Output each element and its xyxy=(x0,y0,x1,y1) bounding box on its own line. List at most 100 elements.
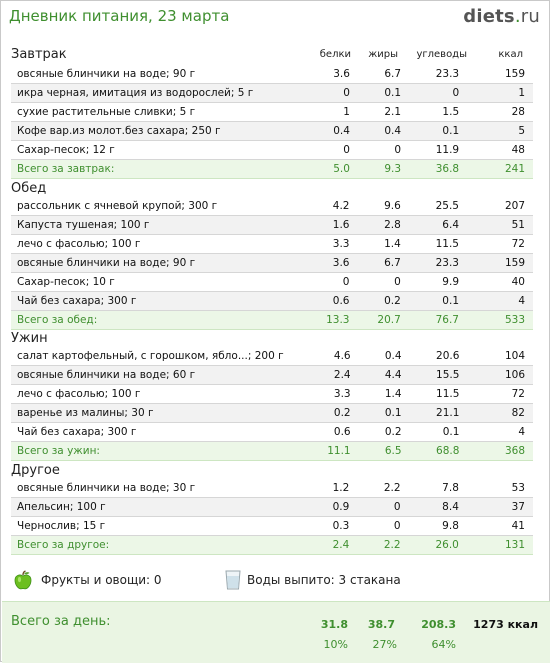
food-row[interactable]: сухие растительные сливки; 5 г 1 2.1 1.5 28 xyxy=(11,102,533,122)
food-carbs: 21.1 xyxy=(401,403,460,423)
column-headers: белки жиры углеводы ккал xyxy=(1,49,549,63)
food-fats: 6.7 xyxy=(349,65,402,84)
food-carbs: 8.4 xyxy=(400,497,459,517)
food-row[interactable]: икра черная, имитация из водорослей; 5 г… xyxy=(11,83,533,103)
total-fats: 20.7 xyxy=(349,310,401,330)
food-proteins: 0.4 xyxy=(305,121,350,141)
food-fats: 0.1 xyxy=(350,403,402,423)
food-row[interactable]: Сахар-песок; 10 г 0 0 9.9 40 xyxy=(11,272,533,292)
food-name: Сахар-песок; 12 г xyxy=(11,140,306,160)
day-total-fats-pct: 27% xyxy=(372,638,397,651)
food-proteins: 0.9 xyxy=(304,497,350,517)
food-fats: 0 xyxy=(349,516,401,536)
total-proteins: 11.1 xyxy=(306,441,351,461)
food-row[interactable]: овсяные блинчики на воде; 90 г 3.6 6.7 23.3… xyxy=(11,253,533,273)
total-carbs: 68.8 xyxy=(401,441,460,461)
total-kcal: 533 xyxy=(459,310,533,330)
food-fats: 0 xyxy=(349,140,402,160)
site-logo[interactable]: diets.ru xyxy=(463,6,540,27)
food-fats: 1.4 xyxy=(349,234,401,254)
food-row[interactable]: Апельсин; 100 г 0.9 0 8.4 37 xyxy=(11,497,533,517)
food-fats: 2.2 xyxy=(349,479,401,498)
food-kcal: 40 xyxy=(459,272,533,292)
column-header-fats: жиры xyxy=(368,49,398,60)
food-kcal: 72 xyxy=(459,234,533,254)
food-carbs: 23.3 xyxy=(401,65,460,84)
food-row[interactable]: овсяные блинчики на воде; 90 г 3.6 6.7 23.3… xyxy=(11,65,533,84)
column-header-carbs: углеводы xyxy=(416,49,467,60)
page-title: Дневник питания, 23 марта xyxy=(9,7,230,25)
total-carbs: 26.0 xyxy=(400,535,459,555)
food-row[interactable]: овсяные блинчики на воде; 60 г 2.4 4.4 15.5… xyxy=(11,365,533,385)
meal-title-other: Другое xyxy=(11,463,60,478)
food-carbs: 0.1 xyxy=(401,422,460,442)
meal-title-breakfast: Завтрак xyxy=(11,47,67,62)
day-total-proteins: 31.8 xyxy=(320,618,348,631)
food-carbs: 20.6 xyxy=(401,347,460,366)
food-name: лечо с фасолью; 100 г xyxy=(11,234,305,254)
food-fats: 2.1 xyxy=(349,102,402,122)
food-kcal: 159 xyxy=(459,253,533,273)
food-row[interactable]: Капуста тушеная; 100 г 1.6 2.8 6.4 51 xyxy=(11,215,533,235)
meal-table-breakfast: овсяные блинчики на воде; 90 г 3.6 6.7 23.3… xyxy=(11,65,533,179)
meal-title-dinner: Ужин xyxy=(11,331,48,346)
food-row[interactable]: салат картофельный, с горошком, ябло...;… xyxy=(11,347,533,366)
food-row[interactable]: лечо с фасолью; 100 г 3.3 1.4 11.5 72 xyxy=(11,234,533,254)
food-name: Капуста тушеная; 100 г xyxy=(11,215,305,235)
food-carbs: 23.3 xyxy=(400,253,459,273)
food-kcal: 159 xyxy=(459,65,533,84)
food-name: Чай без сахара; 300 г xyxy=(11,422,307,442)
food-row[interactable]: рассольник с ячневой крупой; 300 г 4.2 9.6… xyxy=(11,197,533,216)
food-carbs: 11.5 xyxy=(400,234,459,254)
food-row[interactable]: Кофе вар.из молот.без сахара; 250 г 0.4 0.… xyxy=(11,121,533,141)
food-name: Сахар-песок; 10 г xyxy=(11,272,305,292)
food-row[interactable]: лечо с фасолью; 100 г 3.3 1.4 11.5 72 xyxy=(11,384,533,404)
total-kcal: 241 xyxy=(459,159,533,179)
food-proteins: 4.6 xyxy=(306,347,351,366)
meal-table-lunch: рассольник с ячневой крупой; 300 г 4.2 9.6… xyxy=(11,197,533,330)
food-fats: 0.1 xyxy=(349,83,402,103)
meal-table-other: овсяные блинчики на воде; 30 г 1.2 2.2 7.8 5… xyxy=(11,479,533,555)
food-name: овсяные блинчики на воде; 30 г xyxy=(11,479,305,498)
food-kcal: 41 xyxy=(458,516,533,536)
food-kcal: 28 xyxy=(459,102,533,122)
food-carbs: 7.8 xyxy=(400,479,459,498)
food-proteins: 4.2 xyxy=(304,197,350,216)
extras-row: Фрукты и овощи: 0 Воды выпито: 3 стакана xyxy=(13,570,533,592)
food-kcal: 37 xyxy=(458,497,533,517)
food-proteins: 1.6 xyxy=(304,215,350,235)
food-row[interactable]: Чернослив; 15 г 0.3 0 9.8 41 xyxy=(11,516,533,536)
total-carbs: 36.8 xyxy=(401,159,460,179)
food-row[interactable]: овсяные блинчики на воде; 30 г 1.2 2.2 7.8 5… xyxy=(11,479,533,498)
total-name: Всего за обед: xyxy=(11,310,305,330)
total-fats: 2.2 xyxy=(349,535,401,555)
day-total-fats: 38.7 xyxy=(367,618,395,631)
food-name: варенье из малины; 30 г xyxy=(11,403,307,423)
total-name: Всего за ужин: xyxy=(11,441,307,461)
food-proteins: 2.4 xyxy=(306,365,351,385)
food-kcal: 104 xyxy=(459,347,533,366)
food-fats: 1.4 xyxy=(350,384,402,404)
food-row[interactable]: Сахар-песок; 12 г 0 0 11.9 48 xyxy=(11,140,533,160)
food-fats: 4.4 xyxy=(350,365,402,385)
column-header-kcal: ккал xyxy=(498,49,523,60)
food-name: овсяные блинчики на воде; 90 г xyxy=(11,65,306,84)
food-carbs: 11.5 xyxy=(401,384,460,404)
column-header-proteins: белки xyxy=(319,49,351,60)
food-proteins: 3.6 xyxy=(305,65,350,84)
food-row[interactable]: Чай без сахара; 300 г 0.6 0.2 0.1 4 xyxy=(11,291,533,311)
food-carbs: 11.9 xyxy=(401,140,460,160)
total-proteins: 2.4 xyxy=(304,535,350,555)
food-proteins: 3.3 xyxy=(306,384,351,404)
food-row[interactable]: Чай без сахара; 300 г 0.6 0.2 0.1 4 xyxy=(11,422,533,442)
food-proteins: 3.3 xyxy=(304,234,350,254)
food-row[interactable]: варенье из малины; 30 г 0.2 0.1 21.1 82 xyxy=(11,403,533,423)
day-total-proteins-pct: 10% xyxy=(323,638,348,651)
logo-dot: . xyxy=(514,6,521,27)
food-carbs: 25.5 xyxy=(400,197,459,216)
food-proteins: 3.6 xyxy=(304,253,350,273)
day-total-carbs-pct: 64% xyxy=(431,638,456,651)
food-fats: 0.2 xyxy=(349,291,401,311)
food-fats: 6.7 xyxy=(349,253,401,273)
food-proteins: 0 xyxy=(305,83,350,103)
